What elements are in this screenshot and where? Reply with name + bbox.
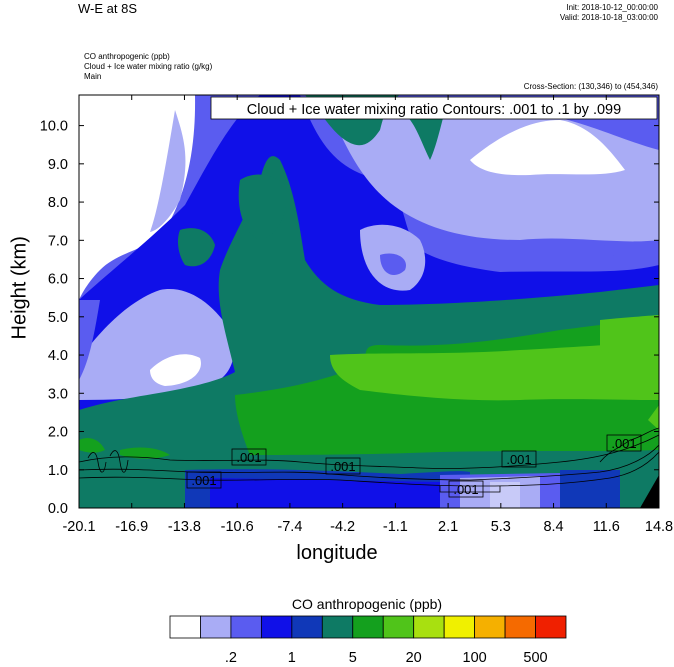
contour-label: .001	[611, 436, 636, 451]
y-tick-label: 6.0	[48, 272, 68, 288]
colorbar-level-label: 500	[523, 650, 547, 666]
colorbar-swatch	[321, 615, 354, 639]
variable-1: CO anthropogenic (ppb)	[84, 52, 170, 61]
x-tick-label: -13.8	[168, 519, 201, 535]
variable-2: Cloud + Ice water mixing ratio (g/kg)	[84, 62, 213, 71]
contour-label-box	[448, 480, 484, 498]
y-tick-label: 2.0	[48, 425, 68, 441]
x-tick-label: 11.6	[593, 519, 620, 535]
x-axis-label: longitude	[296, 542, 378, 564]
chart-title: W-E at 8S	[78, 1, 138, 16]
plot-frame	[78, 94, 660, 509]
contour-label: .001	[506, 452, 531, 467]
y-tick-label: 7.0	[48, 233, 68, 249]
colorbar-level-label: 20	[406, 650, 422, 666]
contour-label: .001	[453, 482, 478, 497]
x-tick-label: -7.4	[277, 519, 302, 535]
colorbar-swatch	[413, 615, 445, 639]
colorbar-swatch	[504, 615, 536, 639]
colorbar-swatch	[260, 615, 293, 639]
contour-label: .001	[330, 459, 355, 474]
contour-label: .001	[191, 473, 216, 488]
colorbar-swatch	[291, 615, 323, 639]
y-tick-label: 8.0	[48, 195, 68, 211]
contour-label-box	[186, 471, 222, 489]
colorbar: .2 1 5 20 100 500	[169, 615, 567, 666]
contour-note-box	[210, 96, 658, 120]
y-tick-label: 5.0	[48, 310, 68, 326]
colorbar-swatch	[382, 615, 415, 639]
x-tick-label: -4.2	[330, 519, 355, 535]
colorbar-level-label: 1	[288, 650, 296, 666]
y-tick-label: 9.0	[48, 157, 68, 173]
y-tick-label: 4.0	[48, 348, 68, 364]
colorbar-swatch	[535, 615, 567, 639]
colorbar-level-label: 100	[463, 650, 487, 666]
colorbar-level-label: 5	[349, 650, 357, 666]
x-tick-label: 8.4	[543, 519, 563, 535]
colorbar-title: CO anthropogenic (ppb)	[291, 596, 443, 612]
x-tick-label: -20.1	[62, 519, 95, 535]
colorbar-swatch	[200, 615, 232, 639]
contour-label-box	[325, 457, 361, 475]
init-time: Init: 2018-10-12_00:00:00	[566, 3, 658, 12]
x-tick-label: 14.8	[645, 519, 673, 535]
y-tick-label: 3.0	[48, 386, 68, 402]
contour-label-box	[501, 450, 537, 468]
cross-section-label: Cross-Section: (130,346) to (454,346)	[523, 82, 658, 91]
colorbar-swatch	[230, 615, 262, 639]
y-tick-label: 0.0	[48, 501, 68, 517]
colorbar-level-label: .2	[225, 650, 237, 666]
colorbar-swatch	[443, 615, 476, 639]
x-tick-label: 2.1	[438, 519, 458, 535]
y-tick-label: 1.0	[48, 463, 68, 479]
y-tick-label: 10.0	[40, 119, 68, 135]
contour-label: .001	[236, 450, 261, 465]
contour-note: Cloud + Ice water mixing ratio Contours:…	[247, 102, 621, 118]
valid-time: Valid: 2018-10-18_03:00:00	[559, 13, 658, 22]
variable-3: Main	[84, 72, 102, 81]
contour-label-box	[231, 448, 267, 466]
colorbar-swatch	[352, 615, 384, 639]
x-tick-label: -10.6	[221, 519, 254, 535]
x-tick-label: 5.3	[491, 519, 511, 535]
filled-contours	[79, 95, 659, 508]
y-axis-label: Height (km)	[8, 236, 31, 340]
x-tick-label: -16.9	[115, 519, 148, 535]
colorbar-swatch	[169, 615, 201, 639]
x-tick-label: -1.1	[383, 519, 408, 535]
colorbar-swatch	[474, 615, 506, 639]
contour-label-box	[606, 434, 642, 452]
